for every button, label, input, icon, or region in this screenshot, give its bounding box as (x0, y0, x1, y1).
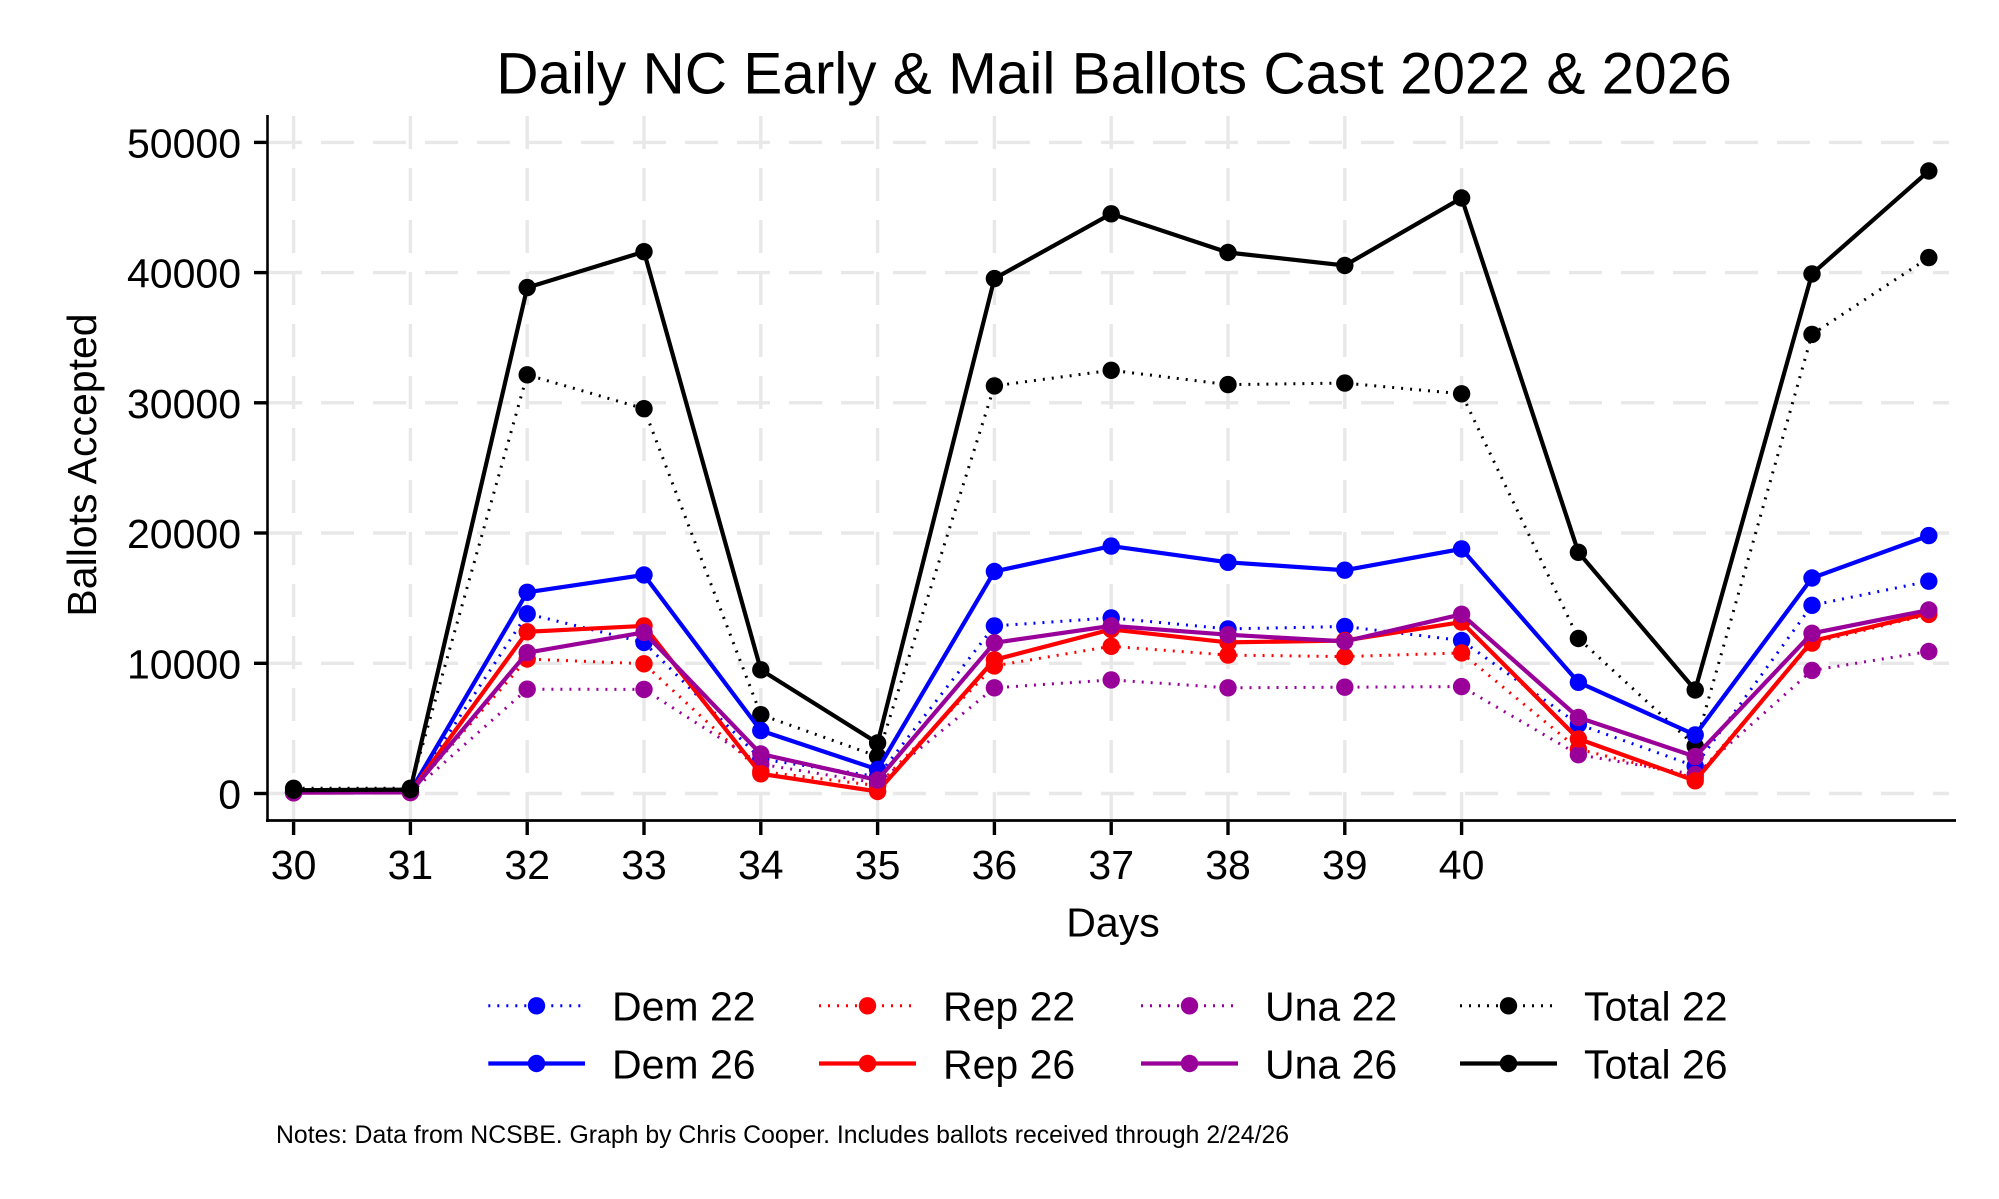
svg-text:Total 22: Total 22 (1584, 984, 1728, 1030)
svg-text:Una 26: Una 26 (1265, 1041, 1397, 1087)
svg-text:Dem 26: Dem 26 (612, 1041, 756, 1087)
svg-text:Rep 26: Rep 26 (943, 1041, 1075, 1087)
svg-text:40000: 40000 (127, 251, 241, 297)
svg-text:Notes: Data from NCSBE. Graph: Notes: Data from NCSBE. Graph by Chris C… (276, 1122, 1289, 1149)
svg-text:33: 33 (621, 842, 667, 888)
svg-text:30000: 30000 (127, 381, 241, 427)
svg-text:40: 40 (1439, 842, 1485, 888)
svg-text:37: 37 (1088, 842, 1134, 888)
svg-text:Days: Days (1066, 900, 1159, 946)
svg-text:Ballots Accepted: Ballots Accepted (59, 313, 105, 616)
svg-text:39: 39 (1322, 842, 1368, 888)
svg-text:32: 32 (504, 842, 550, 888)
svg-text:Daily NC Early & Mail Ballots: Daily NC Early & Mail Ballots Cast 2022 … (496, 42, 1732, 107)
svg-text:Rep 22: Rep 22 (943, 984, 1075, 1030)
svg-text:Dem 22: Dem 22 (612, 984, 756, 1030)
svg-text:36: 36 (972, 842, 1018, 888)
svg-text:0: 0 (218, 772, 241, 818)
svg-text:35: 35 (855, 842, 901, 888)
svg-text:34: 34 (738, 842, 784, 888)
svg-text:Una 22: Una 22 (1265, 984, 1397, 1030)
svg-text:31: 31 (388, 842, 434, 888)
svg-text:10000: 10000 (127, 641, 241, 687)
svg-text:Total 26: Total 26 (1584, 1041, 1728, 1087)
svg-text:50000: 50000 (127, 120, 241, 166)
svg-text:38: 38 (1205, 842, 1251, 888)
svg-text:30: 30 (271, 842, 317, 888)
svg-text:20000: 20000 (127, 511, 241, 557)
